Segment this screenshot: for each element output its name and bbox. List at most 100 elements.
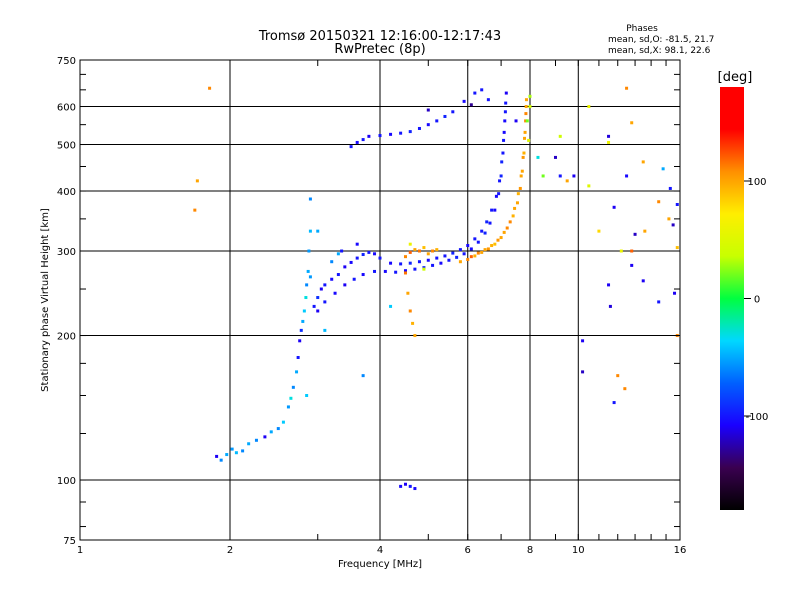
- data-point: [597, 229, 601, 233]
- data-point: [269, 430, 273, 434]
- data-point: [657, 200, 661, 204]
- data-point: [633, 232, 637, 236]
- data-point: [565, 179, 569, 183]
- data-point: [330, 260, 334, 264]
- data-point: [403, 271, 407, 275]
- data-point: [333, 291, 337, 295]
- stats-heading: Phases: [626, 24, 658, 34]
- data-point: [361, 138, 365, 142]
- data-point: [503, 119, 507, 123]
- data-point: [536, 155, 540, 159]
- y-tick-label: 500: [57, 141, 76, 152]
- data-point: [657, 300, 661, 304]
- data-point: [501, 151, 505, 155]
- data-point: [308, 197, 312, 201]
- data-point: [289, 396, 293, 400]
- data-point: [316, 309, 320, 313]
- data-point: [399, 262, 403, 266]
- data-points: [193, 86, 679, 491]
- data-point: [343, 265, 347, 269]
- data-point: [525, 119, 529, 123]
- data-point: [422, 246, 426, 250]
- data-point: [408, 309, 412, 313]
- stats-line-x: mean, sd,X: 98.1, 22.6: [608, 46, 711, 56]
- data-point: [581, 339, 585, 343]
- data-point: [383, 269, 387, 273]
- data-point: [469, 247, 473, 251]
- data-point: [505, 226, 509, 230]
- data-point: [612, 401, 616, 405]
- data-point: [254, 438, 258, 442]
- data-point: [431, 263, 435, 267]
- data-point: [319, 287, 323, 291]
- data-point: [498, 179, 502, 183]
- data-point: [408, 242, 412, 246]
- data-point: [607, 140, 611, 144]
- data-point: [496, 238, 500, 242]
- data-point: [630, 121, 634, 125]
- data-point: [355, 256, 359, 260]
- data-point: [349, 145, 353, 149]
- data-point: [667, 217, 671, 221]
- data-point: [488, 221, 492, 225]
- data-point: [422, 266, 426, 270]
- data-point: [485, 220, 489, 224]
- stats-line-o: mean, sd,O: -81.5, 21.7: [608, 35, 714, 45]
- data-point: [291, 385, 295, 389]
- data-point: [422, 267, 426, 271]
- data-point: [462, 252, 466, 256]
- data-point: [276, 427, 280, 431]
- data-point: [612, 205, 616, 209]
- data-point: [403, 482, 407, 486]
- data-point: [558, 174, 562, 178]
- y-tick-label: 400: [57, 187, 76, 198]
- y-axis-ticks: 75 100 200 300 400 500 600 750: [57, 56, 680, 547]
- data-point: [389, 304, 393, 308]
- data-point: [426, 252, 430, 256]
- data-point: [493, 242, 497, 246]
- data-point: [480, 229, 484, 233]
- data-point: [426, 258, 430, 262]
- data-point: [219, 458, 223, 462]
- data-point: [406, 291, 410, 295]
- data-point: [490, 244, 494, 248]
- grid-lines: [80, 60, 680, 540]
- y-tick-label: 600: [57, 103, 76, 114]
- data-point: [451, 110, 455, 114]
- data-point: [241, 449, 245, 453]
- data-point: [302, 309, 306, 313]
- data-point: [215, 454, 219, 458]
- data-point: [494, 194, 498, 198]
- y-tick-label: 75: [63, 536, 76, 547]
- data-point: [553, 155, 557, 159]
- data-point: [225, 453, 229, 457]
- data-point: [473, 237, 477, 241]
- data-point: [619, 249, 623, 253]
- data-point: [323, 300, 327, 304]
- data-point: [316, 296, 320, 300]
- data-point: [480, 88, 484, 92]
- data-point: [511, 214, 515, 218]
- data-point: [524, 98, 528, 102]
- data-point: [435, 256, 439, 260]
- data-point: [247, 442, 251, 446]
- data-point: [408, 261, 412, 265]
- data-point: [514, 119, 518, 123]
- data-point: [301, 319, 305, 323]
- colorbar-tick-label: 100: [747, 177, 766, 188]
- data-point: [520, 169, 524, 173]
- y-tick-label: 750: [57, 56, 76, 67]
- data-point: [312, 304, 316, 308]
- data-point: [343, 283, 347, 287]
- data-point: [413, 487, 417, 491]
- data-point: [480, 250, 484, 254]
- data-point: [378, 134, 382, 138]
- data-point: [668, 186, 672, 190]
- data-point: [340, 249, 344, 253]
- data-point: [673, 291, 677, 295]
- data-point: [616, 374, 620, 378]
- data-point: [486, 98, 490, 102]
- data-point: [263, 435, 267, 439]
- data-point: [528, 105, 532, 109]
